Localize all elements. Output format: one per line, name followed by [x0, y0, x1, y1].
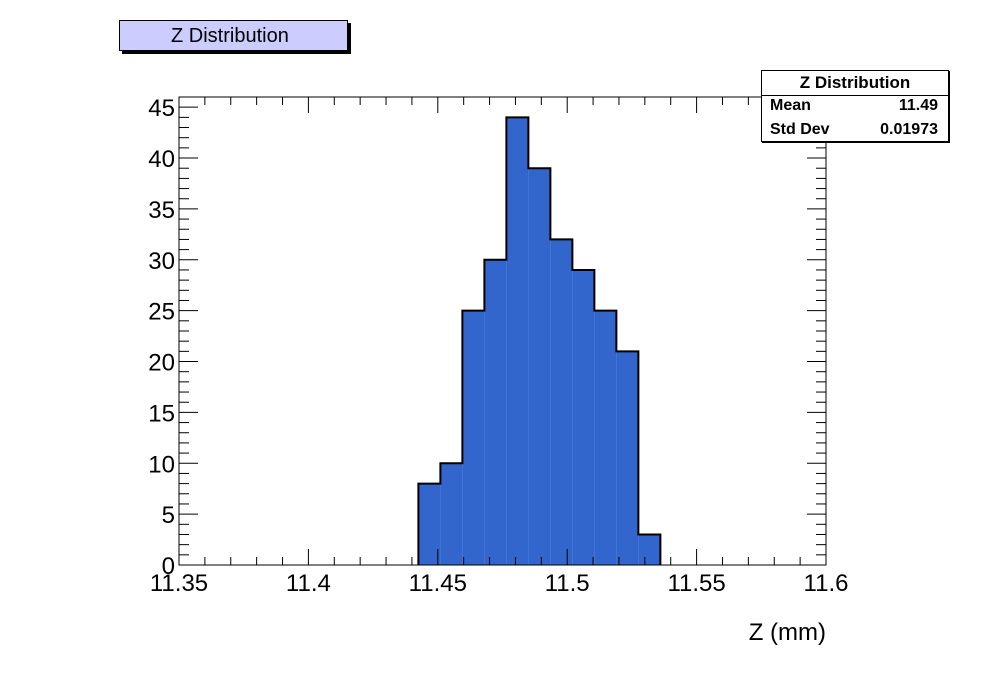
histogram-bar [418, 483, 441, 565]
y-tick-label: 20 [148, 350, 175, 377]
stats-key: Mean [770, 97, 811, 114]
x-tick-label: 11.6 [804, 570, 849, 597]
y-tick-label: 30 [148, 248, 175, 275]
histogram-bar [550, 239, 573, 565]
stats-row-std-dev: Std Dev 0.01973 [770, 119, 938, 141]
y-tick-label: 15 [148, 400, 175, 427]
y-tick-label: 40 [148, 146, 175, 173]
stats-title: Z Distribution [762, 71, 948, 96]
stats-value: 11.49 [898, 97, 938, 114]
x-tick-label: 11.35 [150, 570, 208, 597]
histogram-bar [616, 351, 639, 565]
title-box: Z Distribution [119, 20, 348, 51]
histogram-bar [572, 269, 595, 565]
histogram-bar [484, 259, 507, 565]
y-tick-label: 45 [148, 95, 175, 122]
x-axis-label: Z (mm) [749, 619, 826, 646]
histogram-bar [462, 310, 485, 565]
stats-row-mean: Mean 11.49 [770, 95, 938, 117]
histogram-bar [594, 310, 617, 565]
x-tick-label: 11.4 [286, 570, 331, 597]
histogram-bar [506, 117, 529, 565]
x-tick-label: 11.45 [409, 570, 467, 597]
histogram-bar [638, 534, 661, 565]
y-tick-label: 35 [148, 197, 175, 224]
stats-value: 0.01973 [880, 121, 938, 138]
y-tick-label: 10 [148, 451, 175, 478]
histogram-outline [417, 116, 662, 565]
histogram-bar [440, 463, 463, 565]
y-tick-label: 5 [162, 502, 175, 529]
x-tick-label: 11.5 [545, 570, 590, 597]
y-tick-label: 0 [162, 553, 175, 580]
stats-key: Std Dev [770, 121, 830, 138]
stats-box: Z Distribution Mean 11.49 Std Dev 0.0197… [761, 70, 949, 142]
y-tick-label: 25 [148, 299, 175, 326]
histogram-bar [528, 168, 551, 565]
title-label: Z Distribution [171, 25, 289, 47]
x-tick-label: 11.55 [667, 570, 725, 597]
